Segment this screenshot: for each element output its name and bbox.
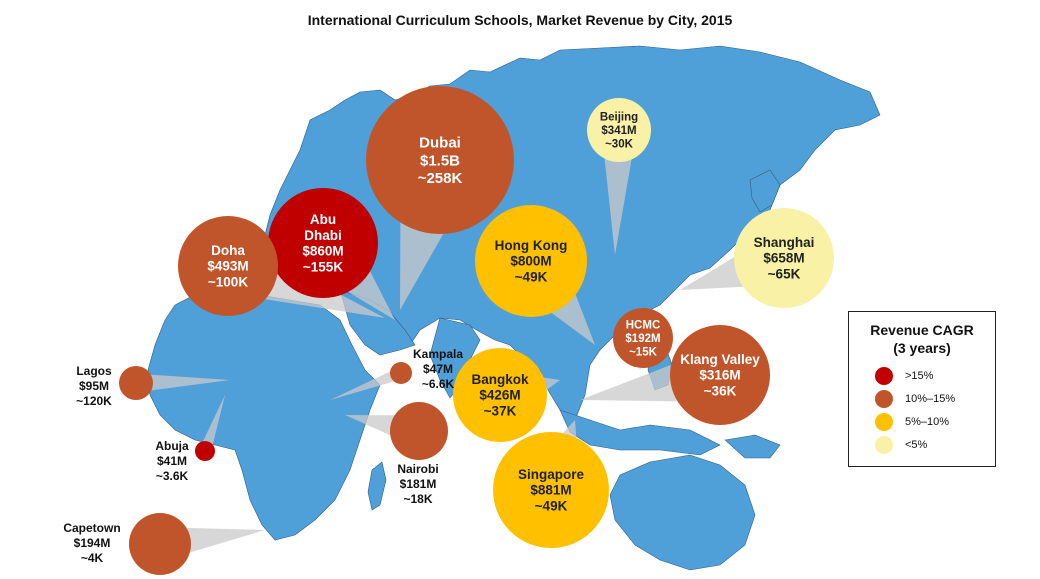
label-city-lagos: Lagos [76,364,112,378]
label-city-hcmc: HCMC [626,319,661,331]
label-revenue-abu-dhabi: $860M [302,244,343,259]
label-revenue-shanghai: $658M [763,251,804,266]
bubble-abuja [195,441,215,461]
legend-item: 10%–15% [875,389,955,409]
bubble-nairobi [390,402,448,460]
label-students-doha: ~100K [208,275,248,290]
bubble-beijing [587,98,651,162]
bubble-klang-valley [670,325,770,425]
label-city-klang-valley: Klang Valley [680,352,760,367]
chart-title: International Curriculum Schools, Market… [307,12,733,28]
label-students-dubai: ~258K [418,170,463,187]
bubble-lagos [119,366,153,400]
legend-swatch [875,413,893,431]
landmass-indonesia [559,409,721,456]
label-students-abuja: ~3.6K [156,469,189,483]
bubble-abu-dhabi [268,188,378,298]
landmass-africa [147,289,381,541]
label-city-doha: Doha [211,243,245,258]
legend-item: 5%–10% [875,412,949,432]
legend-item: >15% [875,366,933,386]
label-revenue-dubai: $1.5B [420,152,460,169]
label-city-abu-dhabi: Dhabi [304,228,342,243]
bubble-dubai [366,86,514,234]
bubble-capetown [129,513,191,575]
label-revenue-beijing: $341M [601,125,636,137]
label-students-singapore: ~49K [535,499,568,514]
legend-swatch [875,436,893,454]
label-revenue-capetown: $194M [74,536,111,550]
label-revenue-kampala: $47M [423,362,453,376]
label-revenue-doha: $493M [207,259,248,274]
label-city-shanghai: Shanghai [754,235,815,250]
label-students-shanghai: ~65K [768,267,801,282]
label-city-hong-kong: Hong Kong [495,238,568,253]
label-revenue-nairobi: $181M [400,477,437,491]
landmass-madagascar [367,461,387,511]
label-city-singapore: Singapore [518,467,585,482]
leader-abuja [199,395,225,454]
label-city-nairobi: Nairobi [397,462,438,476]
label-revenue-hong-kong: $800M [510,254,551,269]
legend-label: <5% [905,439,928,451]
leader-kampala [330,367,404,400]
label-city-dubai: Dubai [419,135,461,152]
label-revenue-lagos: $95M [79,379,109,393]
legend-label: 10%–15% [905,393,956,405]
legend-swatch [875,367,893,385]
bubbles [119,86,834,575]
bubble-bangkok [453,348,547,442]
label-students-beijing: ~30K [605,139,634,151]
label-city-kampala: Kampala [413,347,463,361]
label-city-beijing: Beijing [600,111,638,123]
label-revenue-bangkok: $426M [479,388,520,403]
leader-lagos [135,373,230,393]
label-revenue-klang-valley: $316M [699,368,740,383]
label-students-hong-kong: ~49K [515,270,548,285]
label-revenue-singapore: $881M [530,483,571,498]
label-students-capetown: ~4K [81,551,104,565]
bubble-kampala [390,362,412,384]
label-city-abuja: Abuja [155,439,189,453]
label-students-klang-valley: ~36K [704,384,737,399]
bubble-shanghai [734,208,834,308]
label-city-abu-dhabi: Abu [310,212,336,227]
legend: Revenue CAGR (3 years) >15% 10%–15% 5%–1… [848,311,996,467]
legend-item: <5% [875,435,927,455]
label-students-hcmc: ~15K [629,347,658,359]
label-students-nairobi: ~18K [403,492,432,506]
bubble-hcmc [613,308,673,368]
legend-label: 5%–10% [905,416,950,428]
label-students-kampala: ~6.6K [422,377,455,391]
label-students-abu-dhabi: ~155K [303,260,343,275]
landmass-australia [609,454,756,571]
leader-beijing [601,129,637,255]
legend-title-line2: (3 years) [893,340,951,356]
bubble-singapore [493,432,609,548]
label-city-capetown: Capetown [63,521,120,535]
bubble-doha [178,216,278,316]
legend-label: >15% [905,370,934,382]
landmass-new-guinea [724,434,781,459]
label-revenue-hcmc: $192M [625,333,660,345]
label-revenue-abuja: $41M [157,454,187,468]
label-students-lagos: ~120K [76,394,112,408]
legend-title-line1: Revenue CAGR [870,322,974,338]
legend-swatch [875,390,893,408]
label-students-bangkok: ~37K [484,404,517,419]
landmass-japan [749,169,781,213]
bubble-hong-kong [475,205,587,317]
label-city-bangkok: Bangkok [471,372,529,387]
